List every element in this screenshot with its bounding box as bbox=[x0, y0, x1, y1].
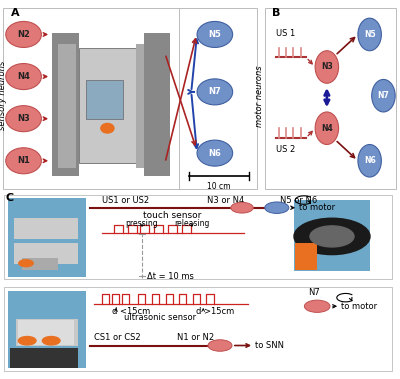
Text: sensory neurons: sensory neurons bbox=[0, 61, 7, 130]
FancyBboxPatch shape bbox=[14, 243, 78, 264]
Circle shape bbox=[231, 202, 253, 213]
Circle shape bbox=[18, 337, 36, 345]
Circle shape bbox=[265, 202, 289, 213]
Text: N3: N3 bbox=[17, 114, 30, 123]
Text: N7: N7 bbox=[308, 288, 320, 298]
Text: touch sensor: touch sensor bbox=[143, 211, 201, 220]
Text: to motor: to motor bbox=[341, 302, 377, 311]
Circle shape bbox=[304, 300, 330, 312]
Text: N6: N6 bbox=[364, 156, 376, 165]
FancyBboxPatch shape bbox=[18, 319, 74, 345]
Circle shape bbox=[6, 64, 41, 89]
Circle shape bbox=[208, 340, 232, 351]
Text: B: B bbox=[272, 8, 280, 18]
FancyBboxPatch shape bbox=[4, 287, 392, 371]
FancyBboxPatch shape bbox=[78, 48, 136, 163]
FancyBboxPatch shape bbox=[265, 8, 396, 190]
Circle shape bbox=[19, 260, 33, 267]
FancyBboxPatch shape bbox=[10, 348, 78, 368]
Text: CS1 or CS2: CS1 or CS2 bbox=[94, 334, 141, 342]
Text: US 2: US 2 bbox=[276, 146, 295, 155]
Text: N3 or N4: N3 or N4 bbox=[207, 196, 245, 205]
Circle shape bbox=[358, 18, 381, 51]
Text: N5 or N6: N5 or N6 bbox=[280, 196, 317, 205]
Text: pressing: pressing bbox=[126, 219, 158, 229]
Text: N7: N7 bbox=[208, 88, 221, 96]
FancyBboxPatch shape bbox=[58, 44, 76, 168]
FancyBboxPatch shape bbox=[22, 258, 58, 270]
Circle shape bbox=[372, 80, 395, 112]
FancyBboxPatch shape bbox=[52, 33, 79, 176]
FancyBboxPatch shape bbox=[3, 8, 257, 190]
Circle shape bbox=[6, 22, 41, 47]
Text: d <15cm: d <15cm bbox=[112, 307, 150, 316]
Text: N4: N4 bbox=[321, 124, 333, 133]
Text: N5: N5 bbox=[208, 30, 221, 39]
Text: motor neurons: motor neurons bbox=[255, 65, 264, 127]
Circle shape bbox=[42, 337, 60, 345]
Text: to motor: to motor bbox=[299, 203, 335, 212]
Text: N1 or N2: N1 or N2 bbox=[178, 334, 214, 342]
Circle shape bbox=[197, 22, 233, 47]
Text: N4: N4 bbox=[17, 72, 30, 81]
Text: N5: N5 bbox=[364, 30, 376, 39]
FancyBboxPatch shape bbox=[8, 198, 86, 277]
Text: Δt = 10 ms: Δt = 10 ms bbox=[147, 272, 194, 281]
FancyBboxPatch shape bbox=[86, 80, 123, 119]
Circle shape bbox=[315, 51, 338, 83]
Circle shape bbox=[101, 124, 114, 133]
Text: N7: N7 bbox=[378, 91, 389, 100]
Circle shape bbox=[310, 226, 354, 247]
Circle shape bbox=[6, 148, 41, 174]
Circle shape bbox=[6, 106, 41, 132]
FancyBboxPatch shape bbox=[294, 200, 370, 271]
Text: C: C bbox=[6, 193, 14, 204]
Text: N2: N2 bbox=[17, 30, 30, 39]
FancyBboxPatch shape bbox=[4, 195, 392, 279]
Text: N6: N6 bbox=[208, 149, 221, 158]
Text: US1 or US2: US1 or US2 bbox=[102, 196, 149, 205]
FancyBboxPatch shape bbox=[295, 243, 317, 270]
FancyBboxPatch shape bbox=[144, 33, 170, 176]
Text: 10 cm: 10 cm bbox=[207, 182, 230, 191]
Text: d >15cm: d >15cm bbox=[196, 307, 234, 316]
Text: releasing: releasing bbox=[174, 219, 210, 229]
FancyBboxPatch shape bbox=[16, 319, 78, 346]
Text: US 1: US 1 bbox=[276, 29, 295, 38]
Circle shape bbox=[294, 218, 370, 255]
Circle shape bbox=[197, 79, 233, 105]
Circle shape bbox=[315, 112, 338, 144]
Text: N3: N3 bbox=[321, 63, 333, 72]
Text: N1: N1 bbox=[17, 156, 30, 165]
Circle shape bbox=[197, 140, 233, 166]
Circle shape bbox=[358, 144, 381, 177]
Text: to SNN: to SNN bbox=[255, 341, 284, 350]
FancyBboxPatch shape bbox=[136, 44, 154, 168]
FancyBboxPatch shape bbox=[8, 291, 86, 368]
Text: ultrasonic sensor: ultrasonic sensor bbox=[124, 313, 196, 322]
FancyBboxPatch shape bbox=[14, 218, 78, 239]
Text: A: A bbox=[10, 8, 19, 18]
